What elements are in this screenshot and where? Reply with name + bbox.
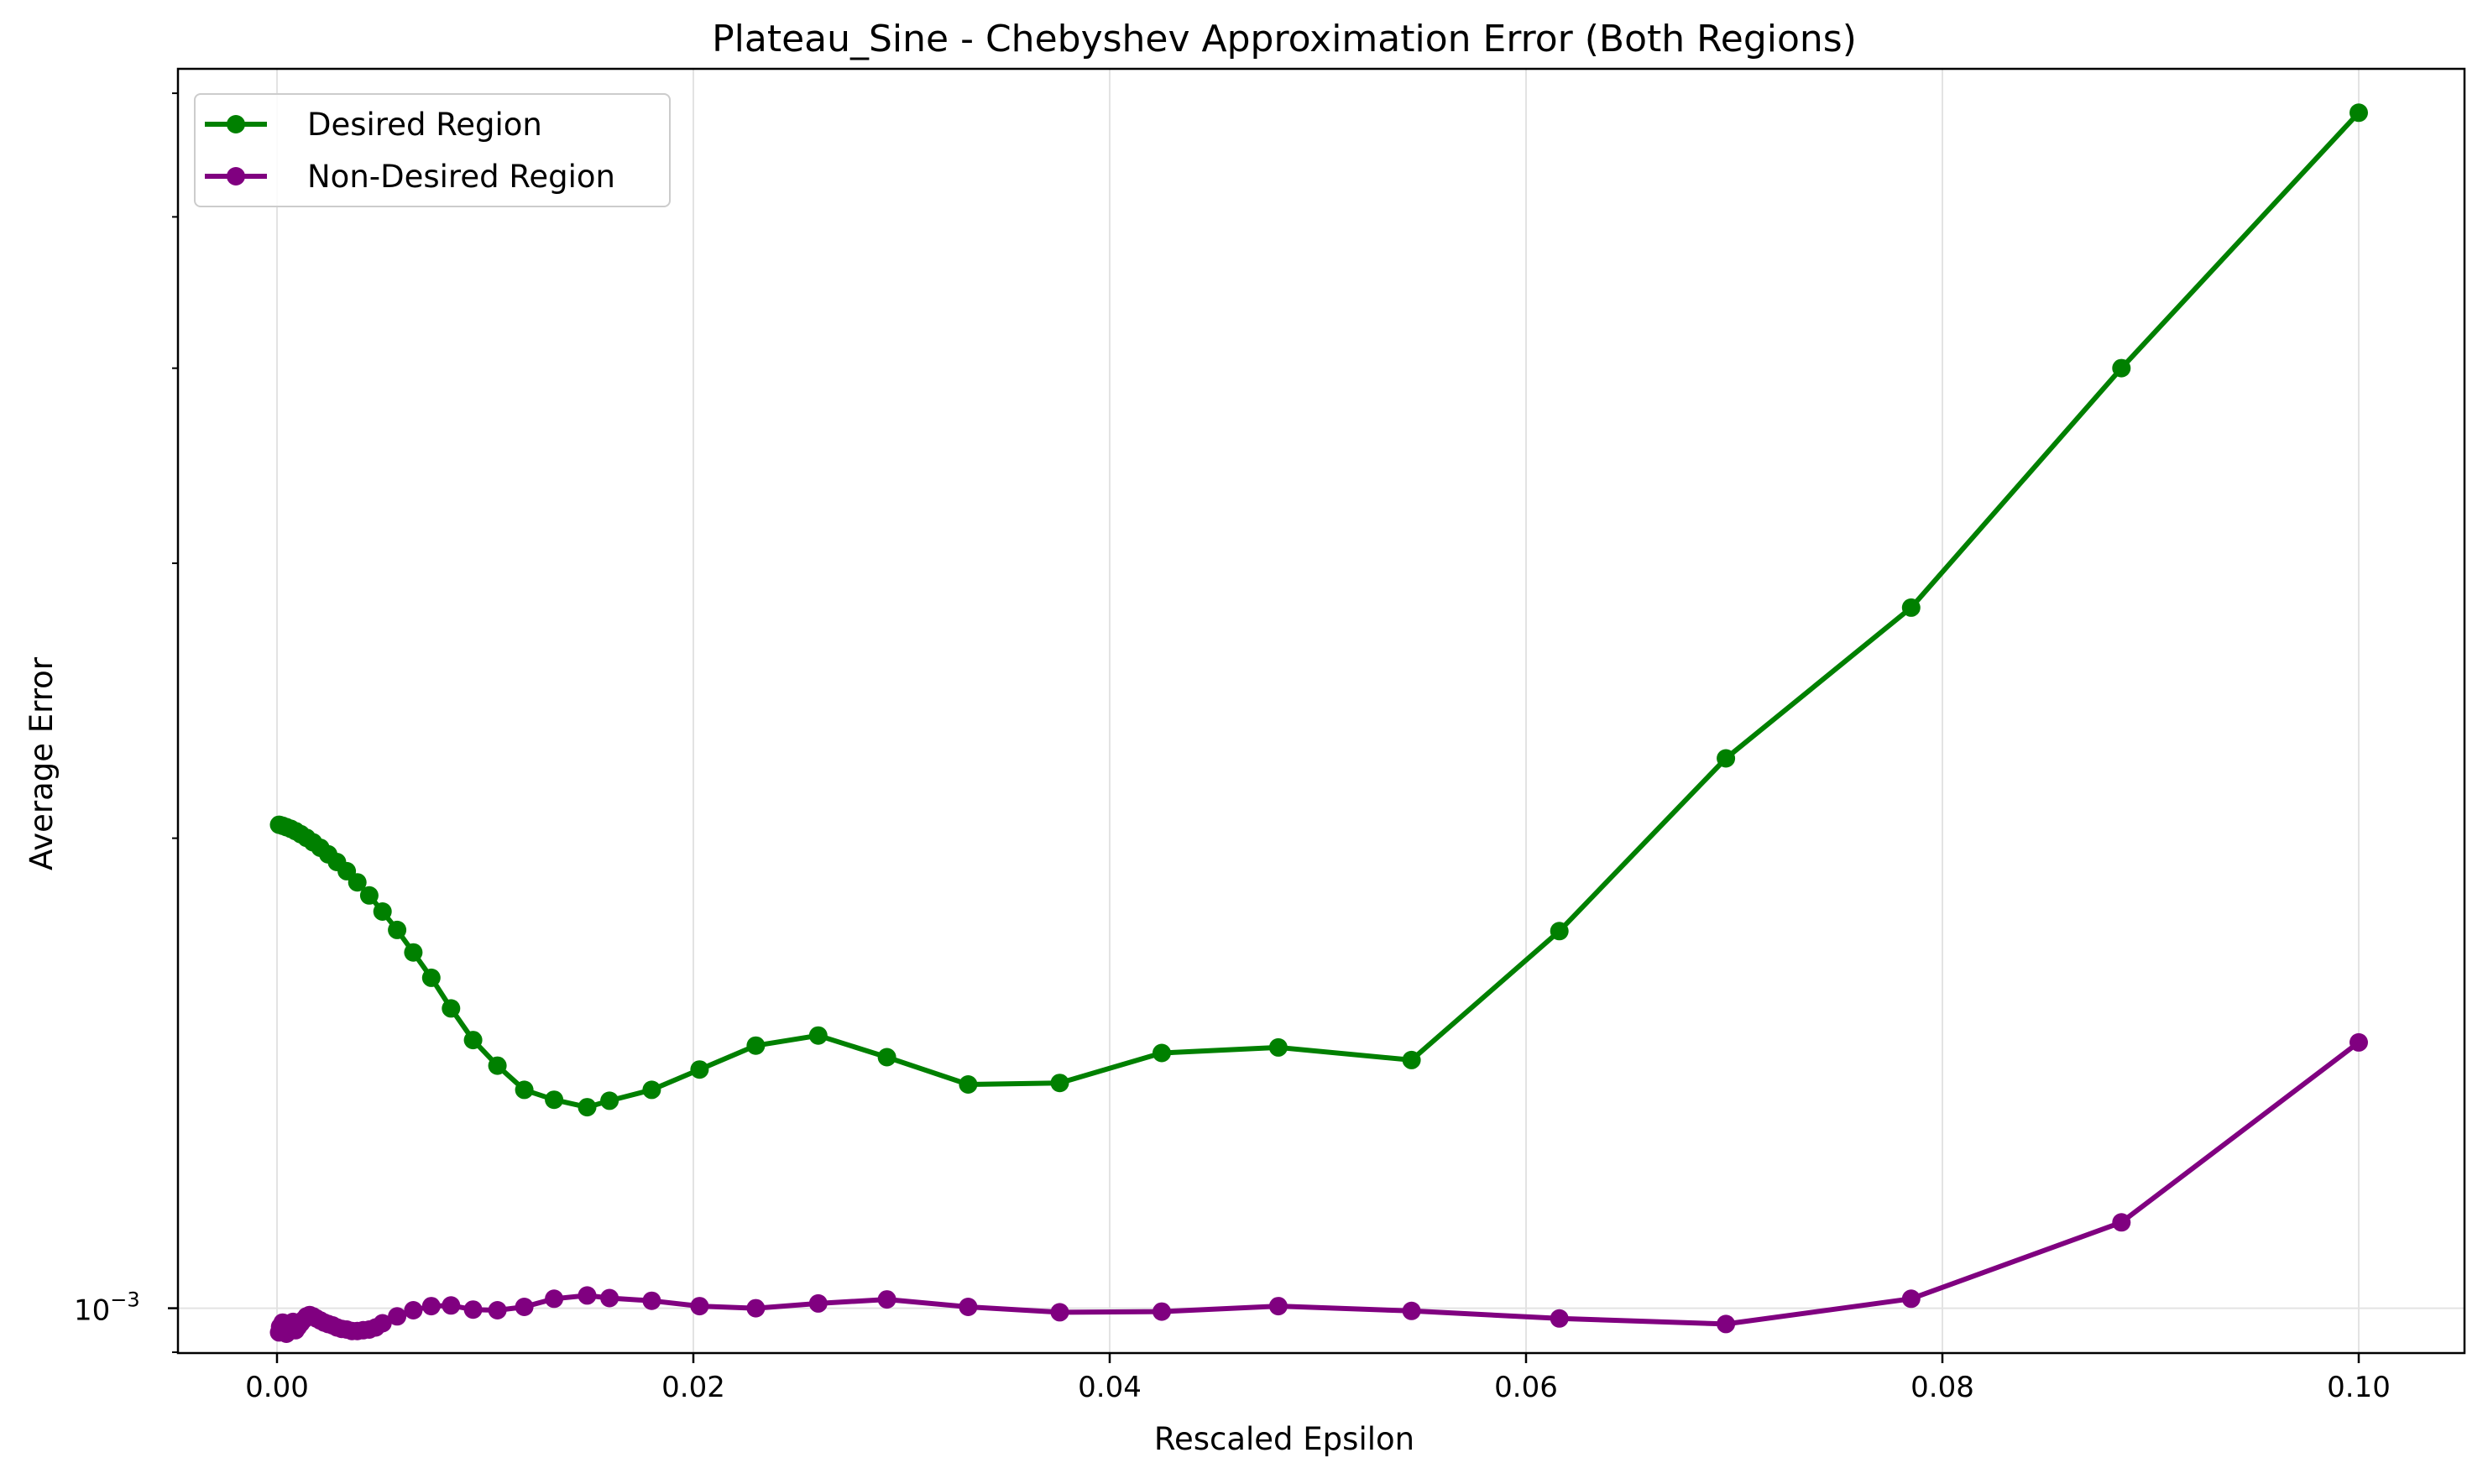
x-tick-label: 0.02 xyxy=(661,1371,725,1404)
data-point-1-50 xyxy=(1717,1314,1736,1334)
data-point-1-45 xyxy=(1050,1303,1069,1322)
x-tick-label: 0.04 xyxy=(1078,1371,1142,1404)
data-point-1-49 xyxy=(1550,1309,1569,1328)
data-point-0-18 xyxy=(442,999,461,1018)
data-point-0-24 xyxy=(600,1091,619,1110)
data-point-0-35 xyxy=(1550,922,1569,941)
data-point-1-34 xyxy=(488,1301,507,1319)
data-point-1-32 xyxy=(442,1296,461,1315)
legend-marker-0 xyxy=(227,115,245,133)
data-point-1-29 xyxy=(388,1307,407,1326)
data-point-0-39 xyxy=(2349,103,2368,123)
data-point-0-30 xyxy=(959,1075,978,1094)
data-point-1-51 xyxy=(1901,1289,1921,1309)
data-point-1-46 xyxy=(1153,1302,1171,1321)
data-point-1-37 xyxy=(578,1286,597,1305)
data-point-1-31 xyxy=(421,1297,441,1316)
data-point-1-30 xyxy=(404,1301,423,1319)
data-point-1-28 xyxy=(373,1314,392,1333)
y-axis-label: Average Error xyxy=(24,656,60,870)
data-point-0-27 xyxy=(746,1036,766,1055)
data-point-0-28 xyxy=(808,1026,828,1045)
data-point-1-52 xyxy=(2112,1213,2131,1232)
data-point-1-41 xyxy=(746,1298,766,1318)
data-point-0-17 xyxy=(421,968,441,987)
x-tick-label: 0.08 xyxy=(1910,1371,1974,1404)
data-point-1-53 xyxy=(2349,1032,2368,1052)
data-point-0-26 xyxy=(690,1060,709,1079)
chart-title: Plateau_Sine - Chebyshev Approximation E… xyxy=(712,18,1857,60)
data-point-0-14 xyxy=(373,902,392,921)
x-tick-label: 0.00 xyxy=(245,1371,309,1404)
data-point-0-21 xyxy=(515,1080,534,1100)
data-point-0-23 xyxy=(578,1098,597,1117)
legend-label-1: Non-Desired Region xyxy=(307,159,615,195)
data-point-1-48 xyxy=(1402,1301,1421,1320)
data-point-0-22 xyxy=(545,1090,564,1110)
data-point-1-44 xyxy=(959,1298,978,1316)
data-point-1-40 xyxy=(690,1297,709,1316)
data-point-1-43 xyxy=(877,1290,896,1309)
data-point-1-38 xyxy=(600,1288,619,1308)
data-point-0-34 xyxy=(1402,1050,1421,1069)
legend-box xyxy=(194,93,671,207)
data-point-0-31 xyxy=(1050,1074,1069,1093)
data-point-1-47 xyxy=(1268,1297,1288,1316)
data-point-1-42 xyxy=(808,1293,828,1313)
data-point-0-38 xyxy=(2112,358,2131,378)
data-point-0-33 xyxy=(1268,1037,1288,1057)
data-point-0-29 xyxy=(877,1048,896,1067)
data-point-0-19 xyxy=(463,1031,483,1050)
y-tick-label: 10−3 xyxy=(74,1288,140,1328)
axes-frame xyxy=(176,67,2466,1355)
data-point-0-37 xyxy=(1901,598,1921,617)
data-point-1-36 xyxy=(545,1289,564,1309)
data-point-0-25 xyxy=(642,1080,661,1100)
data-point-1-39 xyxy=(642,1291,661,1310)
x-axis-label: Rescaled Epsilon xyxy=(1154,1421,1414,1457)
data-point-0-15 xyxy=(388,920,407,939)
data-point-1-33 xyxy=(463,1300,483,1319)
x-tick-label: 0.06 xyxy=(1494,1371,1558,1404)
data-point-0-20 xyxy=(488,1056,507,1075)
data-point-0-16 xyxy=(404,943,423,962)
data-point-0-32 xyxy=(1153,1043,1171,1063)
legend-label-0: Desired Region xyxy=(307,107,542,143)
plot-area: 0.00 0.02 0.04 0.06 0.08 0.10 10−3 Desired Regi… xyxy=(74,67,2466,1404)
data-point-1-35 xyxy=(515,1298,534,1316)
x-tick-label: 0.10 xyxy=(2327,1371,2391,1404)
data-point-0-36 xyxy=(1717,749,1736,768)
data-point-0-12 xyxy=(348,873,367,892)
data-point-0-13 xyxy=(359,886,379,905)
legend-marker-1 xyxy=(227,167,245,186)
